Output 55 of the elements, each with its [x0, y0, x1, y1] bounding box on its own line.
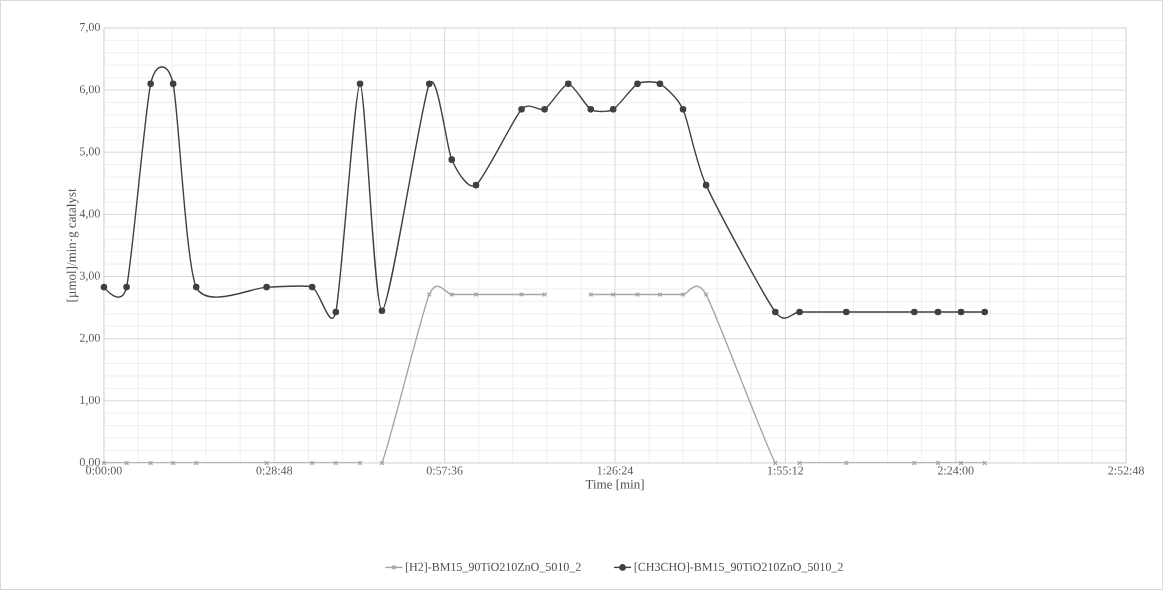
point — [378, 307, 386, 315]
point — [981, 308, 989, 316]
point — [796, 308, 803, 316]
point — [634, 80, 641, 88]
x-tick-label: 2:52:48 — [1108, 466, 1144, 475]
x-tick-label: 1:55:12 — [768, 466, 804, 475]
point — [192, 283, 200, 291]
y-tick-label: 7,00 — [80, 23, 100, 33]
point — [147, 80, 154, 88]
y-tick-label: 3,00 — [79, 271, 100, 282]
point — [587, 106, 595, 113]
point — [702, 181, 710, 189]
point — [957, 308, 965, 316]
point — [425, 80, 433, 88]
point — [680, 292, 686, 298]
legend-label: [H2]-BM15_90TiO210ZnO_5010_2 — [405, 562, 581, 573]
x-tick-label: 0:57:36 — [426, 466, 463, 475]
legend-label: [CH3CHO]-BM15_90TiO210ZnO_5010_2 — [634, 562, 843, 573]
y-tick-label: 1,00 — [80, 395, 100, 406]
point — [656, 80, 664, 88]
point — [448, 156, 456, 164]
point — [473, 292, 479, 298]
point — [772, 308, 779, 316]
y-tick-label: 4,00 — [79, 209, 100, 220]
point — [356, 80, 364, 88]
x-tick-label: 2:24:00 — [937, 466, 974, 475]
x-tick-label: 0:28:48 — [256, 466, 293, 475]
y-tick-label: 5,00 — [80, 147, 100, 158]
y-tick-label: 2,00 — [79, 333, 100, 344]
y-axis-title: [µmol]/min·g catalyst — [66, 188, 79, 302]
point — [472, 181, 480, 189]
point — [124, 460, 130, 466]
point — [541, 106, 548, 113]
point — [264, 460, 270, 466]
point — [263, 283, 270, 291]
point — [169, 80, 177, 88]
point — [308, 283, 316, 291]
point — [123, 283, 130, 291]
y-tick-label: 0,00 — [79, 458, 100, 468]
point — [679, 106, 687, 113]
point — [934, 308, 942, 316]
point — [100, 283, 108, 291]
x-tick-label: 1:26:24 — [597, 466, 634, 475]
x-axis-title: Time [min] — [585, 479, 644, 491]
point — [564, 80, 572, 88]
point — [797, 460, 803, 466]
point — [703, 292, 709, 298]
point — [657, 292, 663, 298]
point — [609, 106, 617, 113]
x-tick-label: 0:00:00 — [86, 466, 122, 475]
point — [518, 106, 525, 113]
point — [332, 308, 340, 316]
point — [842, 308, 850, 316]
point — [911, 308, 918, 316]
y-tick-label: 6,00 — [79, 85, 100, 96]
